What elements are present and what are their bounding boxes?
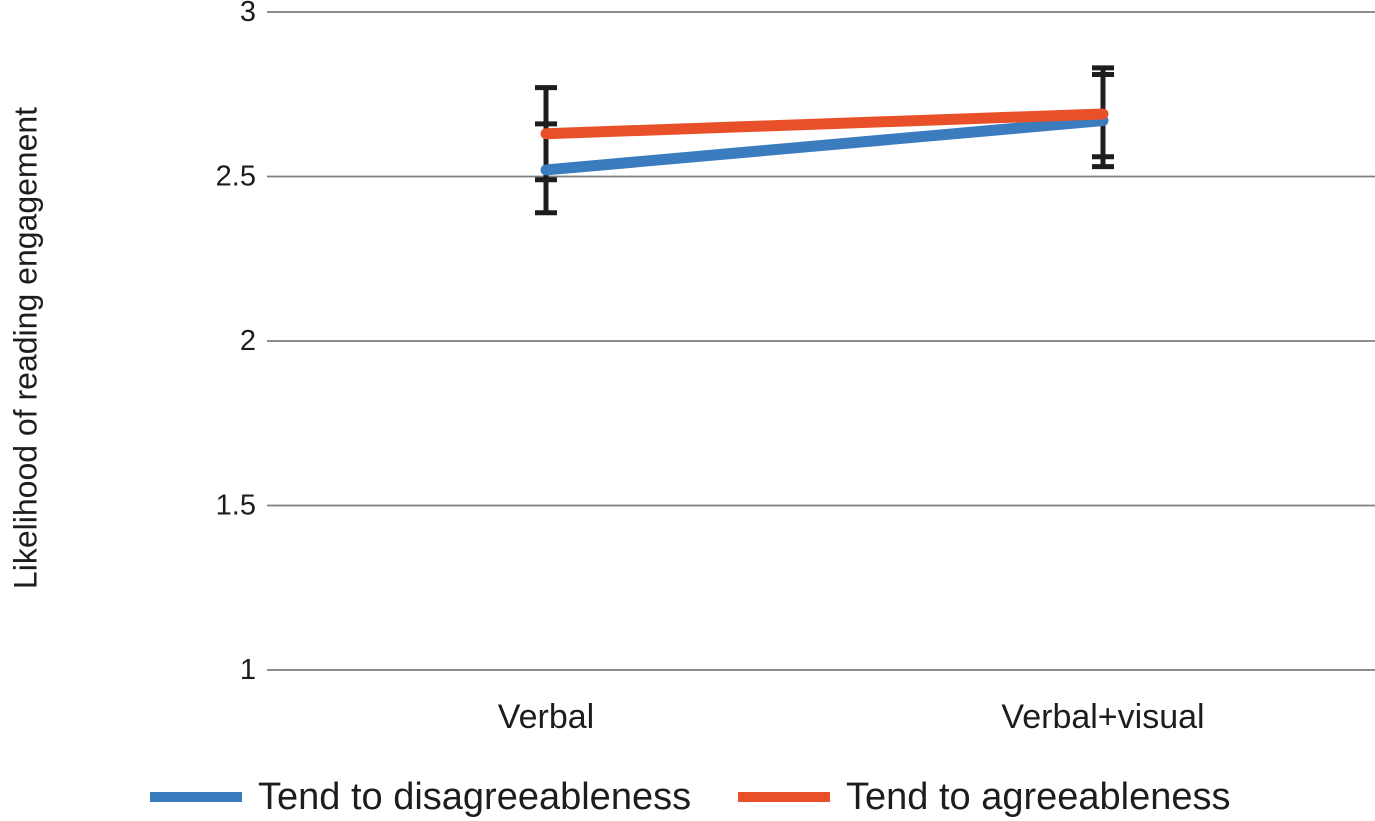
y-axis-title: Likelihood of reading engagement: [7, 106, 44, 590]
legend-item-agreeableness: Tend to agreeableness: [738, 777, 1231, 817]
y-tick-label: 3: [240, 0, 256, 28]
y-tick-label: 2: [240, 325, 256, 357]
legend-swatch-agreeableness-icon: [738, 792, 830, 802]
legend-item-disagreeableness: Tend to disagreeableness: [150, 777, 691, 817]
y-tick-label: 1.5: [216, 490, 256, 522]
y-tick-label: 2.5: [216, 161, 256, 193]
legend-label-disagreeableness: Tend to disagreeableness: [258, 776, 692, 818]
x-category-label: Verbal: [498, 698, 594, 736]
series-line: [540, 108, 1109, 140]
x-category-label: Verbal+visual: [1001, 698, 1204, 736]
series-line: [540, 115, 1109, 176]
y-tick-label: 1: [240, 654, 256, 686]
legend-label-agreeableness: Tend to agreeableness: [846, 776, 1231, 818]
legend-swatch-disagreeableness-icon: [150, 792, 242, 802]
